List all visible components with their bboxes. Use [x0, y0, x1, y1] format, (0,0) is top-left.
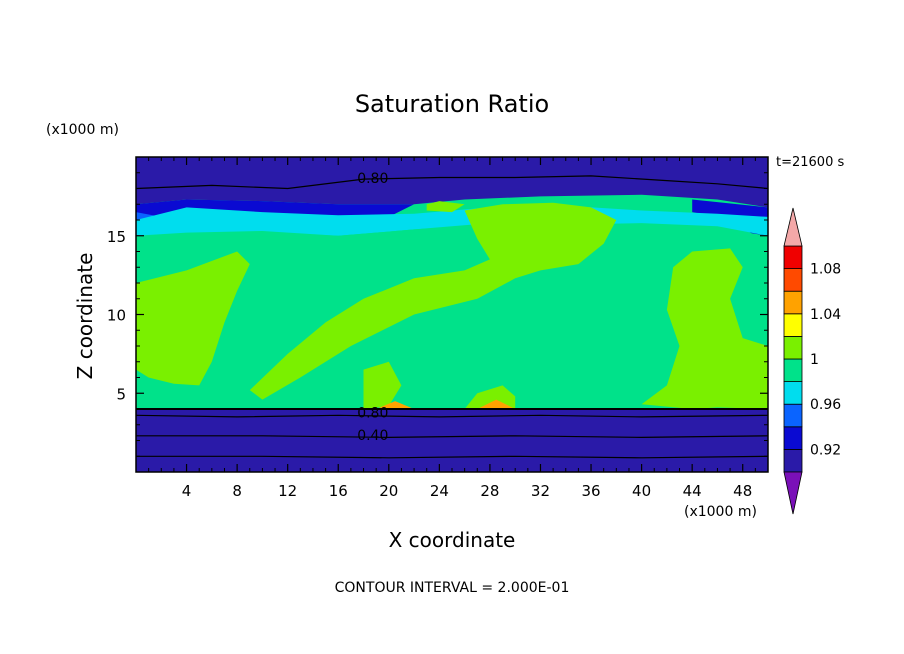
colorbar-tick-label: 1.04 [810, 307, 841, 323]
contour-line-1 [135, 414, 769, 418]
chart-title: Saturation Ratio [355, 90, 549, 118]
colorbar-tick-label: 1 [810, 352, 819, 368]
x-axis-label: X coordinate [389, 528, 516, 552]
y-tick-label: 10 [107, 307, 126, 325]
field-region-1 [136, 157, 768, 208]
x-tick-label: 44 [683, 482, 702, 500]
colorbar-segment [783, 358, 803, 383]
field-region-9 [249, 202, 617, 400]
x-tick-label: 28 [480, 482, 499, 500]
y-tick-label: 5 [116, 385, 126, 403]
y-axis-label: Z coordinate [73, 253, 97, 380]
colorbar-segment [783, 268, 803, 292]
field-region-14 [376, 401, 415, 409]
y-axis: 5 10 15 [107, 172, 768, 457]
contour-interval-label: CONTOUR INTERVAL = 2.000E-01 [335, 580, 570, 596]
field-region-11 [641, 248, 768, 409]
colorbar-segment [783, 290, 803, 315]
field-region-10 [426, 201, 465, 213]
colorbar: 0.92 0.96 1 1.04 1.08 [783, 207, 841, 515]
contour-label-2: 0.40 [357, 428, 388, 444]
colorbar-segment [783, 403, 803, 428]
contour-label-1: 0.80 [357, 406, 388, 422]
plot-area: 0.80 0.80 0.40 [135, 156, 769, 473]
colorbar-segment [783, 335, 803, 360]
x-tick-label: 40 [632, 482, 651, 500]
field-region-8 [136, 251, 250, 386]
contour-line-2 [136, 435, 769, 439]
colorbar-segment [783, 448, 803, 473]
x-unit-label: (x1000 m) [684, 504, 757, 520]
colorbar-segment [783, 245, 803, 270]
x-tick-label: 36 [581, 482, 600, 500]
field-region-15 [477, 399, 516, 409]
colorbar-under-triangle [783, 471, 803, 515]
colorbar-segment [783, 381, 803, 405]
colorbar-tick-label: 0.96 [810, 397, 841, 413]
x-tick-label: 12 [278, 482, 297, 500]
x-tick-label: 48 [733, 482, 752, 500]
contour-label-0: 0.80 [357, 171, 388, 187]
contour-line-3 [136, 455, 769, 459]
colorbar-segment [783, 426, 803, 450]
x-tick-label: 24 [430, 482, 449, 500]
x-tick-label: 4 [182, 482, 192, 500]
x-tick-label: 20 [379, 482, 398, 500]
colorbar-tick-label: 0.92 [810, 442, 841, 458]
field-region-0 [136, 409, 768, 472]
x-axis: 4 8 12 16 20 24 28 32 36 40 44 48 [148, 157, 756, 500]
field-region-5 [136, 205, 768, 239]
contour-line-0 [135, 175, 769, 190]
colorbar-over-triangle [783, 207, 803, 247]
x-tick-label: 16 [329, 482, 348, 500]
time-label: t=21600 s [776, 155, 844, 170]
y-unit-label: (x1000 m) [46, 122, 119, 138]
x-tick-label: 8 [232, 482, 242, 500]
y-tick-label: 15 [107, 228, 126, 246]
field-region-13 [363, 361, 402, 409]
colorbar-segment [783, 313, 803, 337]
x-tick-label: 32 [531, 482, 550, 500]
colorbar-tick-label: 1.08 [810, 262, 841, 278]
